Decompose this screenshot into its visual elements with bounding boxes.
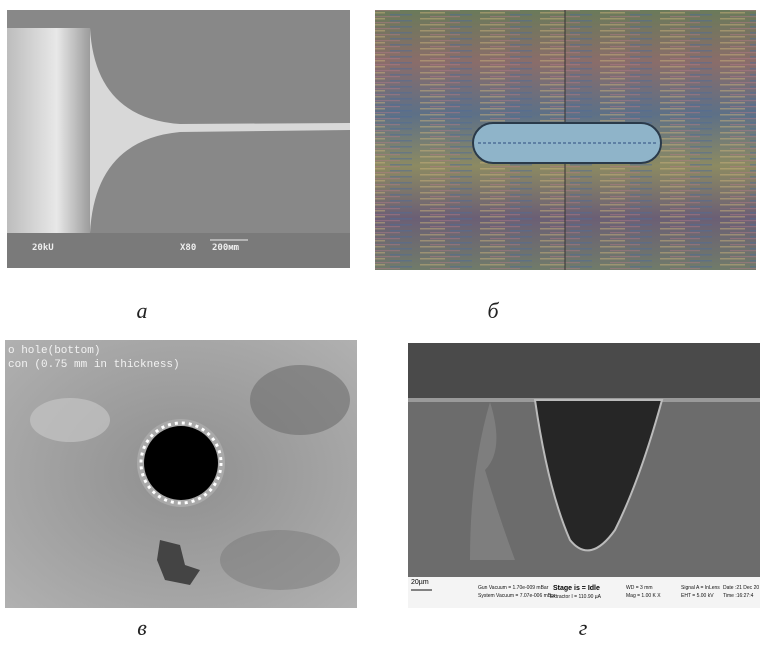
image-label: 20kU: [32, 243, 54, 253]
texture: [220, 530, 340, 590]
panel-b: [375, 10, 756, 270]
image-label: con (0.75 mm in thickness): [8, 359, 180, 371]
image-label: Mag = 1.00 K X: [626, 593, 661, 599]
image-label: X80: [180, 243, 196, 253]
image-label: Date :21 Dec 20: [723, 585, 759, 591]
image-label: Signal A = InLens: [681, 585, 720, 591]
panel-a: 20kU X80 200мm: [7, 10, 350, 268]
image-label: WD = 3 mm: [626, 585, 653, 591]
caption: а: [137, 298, 148, 323]
image-label: 20µm: [411, 579, 429, 586]
figure: 20kU X80 200мm а б o hole(bottom) con (0…: [0, 0, 763, 653]
panel-d: 20µm Gun Vacuum = 1.70e-009 mBar System …: [408, 343, 760, 608]
texture: [250, 365, 350, 435]
panel-c: o hole(bottom) con (0.75 mm in thickness…: [5, 340, 357, 608]
caption: г: [579, 615, 588, 640]
image-label: EHT = 5.00 kV: [681, 593, 714, 599]
image-label: Stage is = Idle: [553, 585, 600, 592]
slot: [473, 123, 661, 163]
caption: в: [137, 615, 147, 640]
hole: [144, 426, 218, 500]
image-label: o hole(bottom): [8, 345, 100, 357]
caption: б: [487, 298, 499, 323]
image-label: System Vacuum = 7.07e-006 mBar: [478, 593, 556, 599]
image-label: Extractor I = 110.90 µA: [550, 594, 602, 600]
image-label: Gun Vacuum = 1.70e-009 mBar: [478, 585, 549, 591]
block: [7, 28, 90, 233]
texture: [30, 398, 110, 442]
image-label: Time :16:27:4: [723, 593, 754, 599]
surface: [408, 343, 760, 398]
label-bar: [7, 233, 350, 268]
image-label: 200мm: [212, 243, 240, 253]
